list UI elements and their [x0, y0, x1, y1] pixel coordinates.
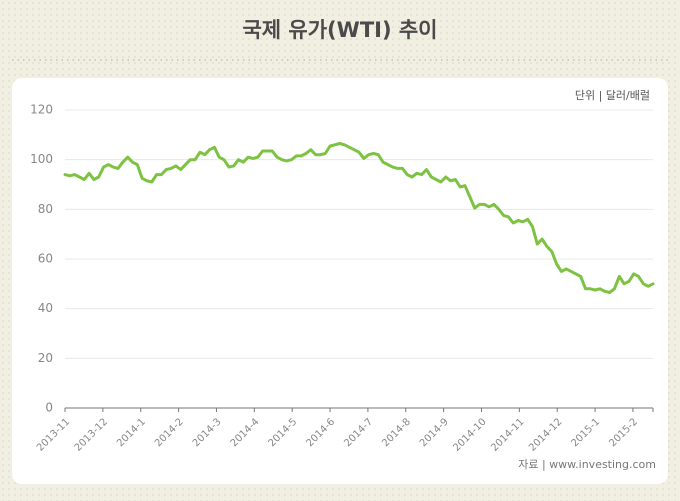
chart-title: 국제 유가(WTI) 추이 [242, 18, 437, 42]
panel [12, 78, 668, 484]
unit-label: 단위 | 달러/배럴 [575, 89, 650, 102]
y-tick-label: 60 [38, 252, 53, 266]
y-tick-label: 0 [45, 401, 53, 415]
y-tick-label: 100 [30, 152, 53, 166]
y-tick-label: 80 [38, 202, 53, 216]
y-tick-label: 40 [38, 301, 53, 315]
line [63, 142, 655, 294]
source-label: 자료 | www.investing.com [518, 458, 656, 471]
y-tick-label: 20 [38, 351, 53, 365]
y-tick-label: 120 [30, 103, 53, 117]
